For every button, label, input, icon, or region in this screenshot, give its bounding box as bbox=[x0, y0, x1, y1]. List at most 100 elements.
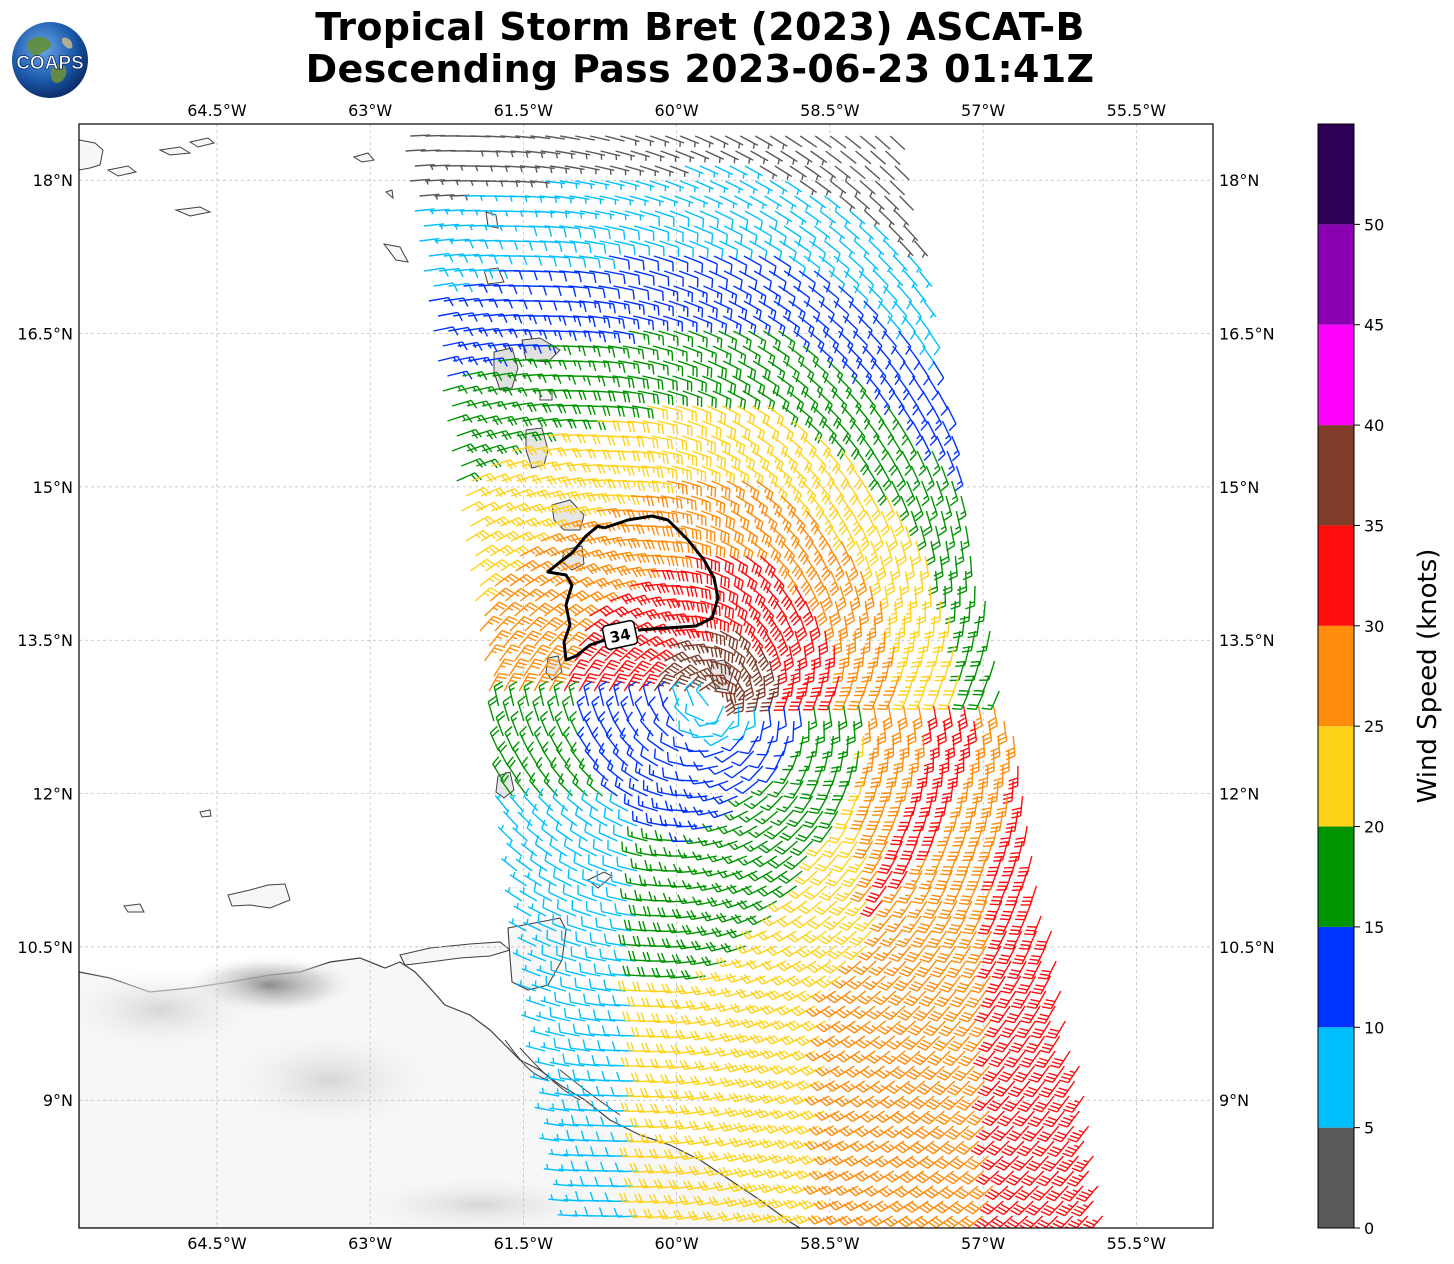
wind-barb bbox=[738, 225, 758, 245]
wind-barb bbox=[793, 330, 811, 353]
lon-tick-label: 57°W bbox=[961, 1234, 1005, 1253]
wind-barb bbox=[668, 255, 689, 273]
wind-barb bbox=[874, 525, 884, 552]
wind-barb bbox=[736, 450, 756, 471]
wind-barb bbox=[623, 255, 645, 271]
wind-barb bbox=[672, 375, 693, 392]
wind-barb bbox=[902, 525, 913, 552]
wind-barb bbox=[604, 225, 626, 240]
wind-barb bbox=[712, 345, 732, 364]
wind-barb bbox=[867, 285, 884, 310]
wind-barb bbox=[667, 345, 688, 362]
wind-barb bbox=[433, 326, 459, 336]
wind-barb bbox=[629, 240, 651, 256]
wind-barb bbox=[536, 461, 562, 472]
wind-barb bbox=[682, 390, 703, 408]
wind-barb bbox=[824, 240, 841, 263]
wind-barb bbox=[751, 450, 770, 472]
wind-barb bbox=[657, 375, 678, 391]
wind-barb bbox=[716, 510, 736, 530]
wind-barb bbox=[575, 135, 595, 141]
wind-barb bbox=[651, 480, 674, 494]
gridlines bbox=[79, 124, 1213, 1228]
wind-barb bbox=[471, 472, 497, 483]
wind-barb bbox=[784, 180, 803, 196]
wind-barb bbox=[609, 210, 630, 220]
colorbar-bin bbox=[1318, 224, 1354, 325]
wind-barb bbox=[797, 315, 815, 338]
wind-barb bbox=[788, 255, 806, 277]
lat-tick-label: 10.5°N bbox=[17, 938, 73, 957]
wind-barb bbox=[621, 435, 645, 448]
wind-barb bbox=[813, 225, 831, 241]
wind-barb bbox=[913, 495, 924, 522]
wind-barb bbox=[908, 510, 919, 537]
wind-barb bbox=[888, 225, 904, 243]
wind-barb bbox=[859, 180, 876, 197]
wind-barb bbox=[682, 345, 703, 363]
wind-barb bbox=[774, 555, 790, 580]
wind-barb bbox=[594, 165, 615, 175]
wind-barb bbox=[849, 210, 866, 227]
wind-barb bbox=[850, 465, 864, 491]
wind-barb bbox=[896, 375, 910, 401]
wind-barb bbox=[524, 195, 545, 203]
trinidad-island bbox=[507, 917, 567, 991]
wind-barb bbox=[612, 420, 636, 433]
wind-barb bbox=[781, 450, 798, 473]
wind-barb bbox=[605, 180, 625, 191]
wind-barb bbox=[491, 502, 517, 512]
lat-tick-label: 15°N bbox=[1219, 478, 1259, 497]
lon-tick-label: 55.5°W bbox=[1107, 101, 1167, 120]
wind-barb bbox=[637, 390, 660, 405]
wind-barb bbox=[599, 195, 620, 205]
wind-barb bbox=[661, 405, 683, 421]
wind-barb bbox=[737, 360, 757, 381]
wind-barb bbox=[836, 420, 852, 445]
lat-tick-label: 10.5°N bbox=[1219, 938, 1275, 957]
wind-barb bbox=[879, 165, 896, 181]
wind-barb bbox=[620, 135, 640, 146]
wind-barb bbox=[896, 420, 909, 446]
wind-barb bbox=[690, 150, 710, 163]
wind-barb bbox=[691, 405, 712, 423]
wind-barb bbox=[506, 502, 532, 513]
wind-barb bbox=[573, 315, 596, 328]
wind-barb bbox=[884, 195, 900, 213]
wind-barb bbox=[410, 134, 431, 137]
wind-barb bbox=[569, 240, 592, 254]
wind-barb bbox=[609, 165, 630, 176]
wind-barb bbox=[622, 345, 645, 360]
wind-barb bbox=[949, 480, 959, 507]
wind-barb bbox=[815, 525, 828, 551]
wind-barb bbox=[688, 330, 708, 348]
wind-barb bbox=[507, 416, 533, 427]
wind-barb bbox=[728, 300, 748, 320]
wind-barb bbox=[801, 480, 817, 505]
colorbar-tick-label: 40 bbox=[1364, 416, 1384, 435]
lat-tick-label: 18°N bbox=[33, 171, 73, 190]
wind-barb bbox=[860, 525, 870, 552]
wind-barb bbox=[613, 285, 635, 300]
island bbox=[158, 146, 192, 156]
wind-barb bbox=[962, 555, 973, 581]
lat-tick-label: 12°N bbox=[1219, 785, 1259, 804]
wind-barb bbox=[521, 503, 547, 514]
wind-barb bbox=[814, 180, 832, 196]
wind-barb bbox=[706, 450, 727, 469]
wind-barb bbox=[723, 270, 743, 290]
wind-barb bbox=[656, 510, 679, 524]
wind-barb bbox=[603, 315, 626, 329]
wind-barb bbox=[774, 165, 793, 180]
wind-barb bbox=[660, 495, 683, 510]
map-area[interactable]: 34 bbox=[40, 124, 1213, 1240]
wind-barb bbox=[569, 195, 590, 204]
wind-barb bbox=[645, 150, 665, 162]
wind-barb bbox=[922, 510, 933, 537]
wind-barb bbox=[855, 150, 872, 165]
wind-barb bbox=[826, 450, 841, 475]
wind-barb bbox=[917, 360, 930, 386]
wind-barb bbox=[861, 435, 874, 461]
wind-barb bbox=[534, 165, 555, 174]
wind-barb bbox=[599, 240, 621, 255]
